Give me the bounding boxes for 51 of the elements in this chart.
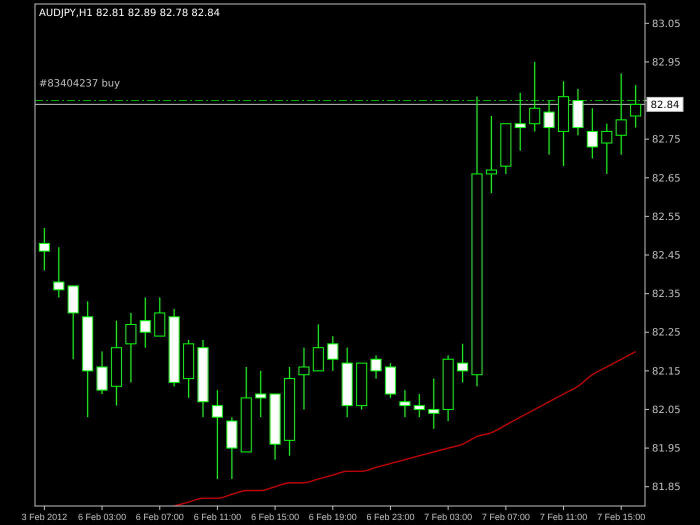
y-tick-label: 81.85 [652,482,681,494]
x-tick-label: 6 Feb 03:00 [78,512,126,522]
x-tick-label: 7 Feb 07:00 [482,512,530,522]
ref-line-label: #83404237 buy [39,78,120,90]
candlestick [428,378,440,430]
y-tick-label: 82.65 [652,173,681,184]
candlestick [514,92,526,152]
y-tick-label: 82.15 [652,366,681,378]
candlestick [154,296,166,337]
candlestick [486,115,497,194]
candlestick [255,370,266,418]
y-tick-label: 82.75 [652,134,681,146]
x-tick-label: 6 Feb 15:00 [251,512,300,522]
x-tick-label: 7 Feb 03:00 [424,512,472,522]
candlestick [96,350,108,395]
y-tick-label: 82.55 [652,212,681,223]
candlestick [630,84,642,128]
y-tick-label: 82.05 [652,404,681,416]
candlestick [212,390,223,480]
x-tick-label: 6 Feb 11:00 [194,512,242,522]
candlestick [399,390,410,418]
candlestick [298,347,310,410]
y-tick-label: 82.45 [652,250,681,262]
candlestick [457,343,468,384]
candlestick [125,312,136,384]
y-tick-label: 82.25 [652,328,681,339]
candlestick [414,393,425,418]
line-series [174,350,636,507]
x-tick-label: 6 Feb 07:00 [136,512,184,522]
candlestick [140,296,151,348]
y-tick-label: 82.95 [652,57,681,68]
x-tick-label: 6 Feb 23:00 [366,512,414,522]
candlestick [544,100,555,156]
candlestick [616,72,627,156]
y-tick-label: 83.05 [652,18,681,30]
ref-line-label: 82.84 [650,100,680,111]
x-tick-label: 7 Feb 11:00 [540,512,588,522]
x-tick-label: 3 Feb 2012 [22,512,68,522]
candlestick [327,335,338,372]
y-tick-label: 81.95 [652,444,681,455]
chart-title: AUDJPY,H1 82.81 82.89 82.78 82.84 [39,8,220,19]
y-tick-label: 82.35 [652,289,681,300]
candlestick [370,354,382,380]
candlestick [53,246,64,298]
x-tick-label: 7 Feb 15:00 [597,512,646,522]
candlestick [586,108,598,160]
candlestick [38,227,50,272]
x-tick-label: 6 Feb 19:00 [308,512,357,522]
candlestick [529,61,540,132]
candlestick [601,123,612,175]
candlestick [312,324,324,372]
